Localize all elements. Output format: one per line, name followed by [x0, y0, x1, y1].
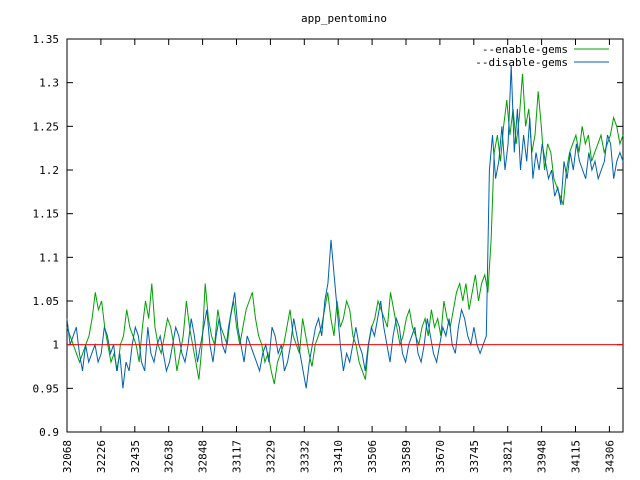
y-tick-label: 1.15	[33, 208, 60, 221]
x-tick-label: 33821	[502, 440, 515, 473]
chart-title: app_pentomino	[301, 12, 387, 25]
legend: --enable-gems--disable-gems	[475, 43, 609, 69]
x-tick-label: 33745	[468, 440, 481, 473]
y-tick-label: 1.25	[33, 120, 60, 133]
x-tick-label: 32638	[163, 440, 176, 473]
y-tick-label: 1.05	[33, 295, 60, 308]
x-tick-label: 32435	[129, 440, 142, 473]
y-tick-label: 1.2	[39, 164, 59, 177]
x-axis: 32068 32226 32435 32638 32848 33117 33229 33332…	[61, 39, 616, 473]
x-tick-label: 33332	[298, 440, 311, 473]
x-tick-label: 33589	[400, 440, 413, 473]
y-axis: 0.9 0.95 1 1.05 1.1 1.15 1.2 1.25 1.3 1.35	[33, 33, 623, 439]
x-tick-label: 32068	[61, 440, 74, 473]
x-tick-label: 34306	[603, 440, 616, 473]
x-tick-label: 32226	[95, 440, 108, 473]
y-tick-label: 0.95	[33, 382, 60, 395]
y-tick-label: 1.3	[39, 77, 59, 90]
y-tick-label: 1.35	[33, 33, 60, 46]
x-tick-label: 33117	[231, 440, 244, 473]
x-tick-label: 33948	[536, 440, 549, 473]
x-tick-label: 32848	[197, 440, 210, 473]
y-tick-label: 1	[52, 339, 59, 352]
x-tick-label: 33410	[332, 440, 345, 473]
y-tick-label: 0.9	[39, 426, 59, 439]
plot-lines	[66, 65, 624, 389]
legend-label: --disable-gems	[475, 56, 568, 69]
plot-frame	[66, 38, 624, 433]
x-tick-label: 33506	[366, 440, 379, 473]
legend-label: --enable-gems	[482, 43, 568, 56]
x-tick-label: 34115	[570, 440, 583, 473]
x-tick-label: 33670	[434, 440, 447, 473]
series-line-1	[66, 65, 624, 389]
series-line-0	[66, 73, 624, 385]
y-tick-label: 1.1	[39, 251, 59, 264]
x-tick-label: 33229	[264, 440, 277, 473]
